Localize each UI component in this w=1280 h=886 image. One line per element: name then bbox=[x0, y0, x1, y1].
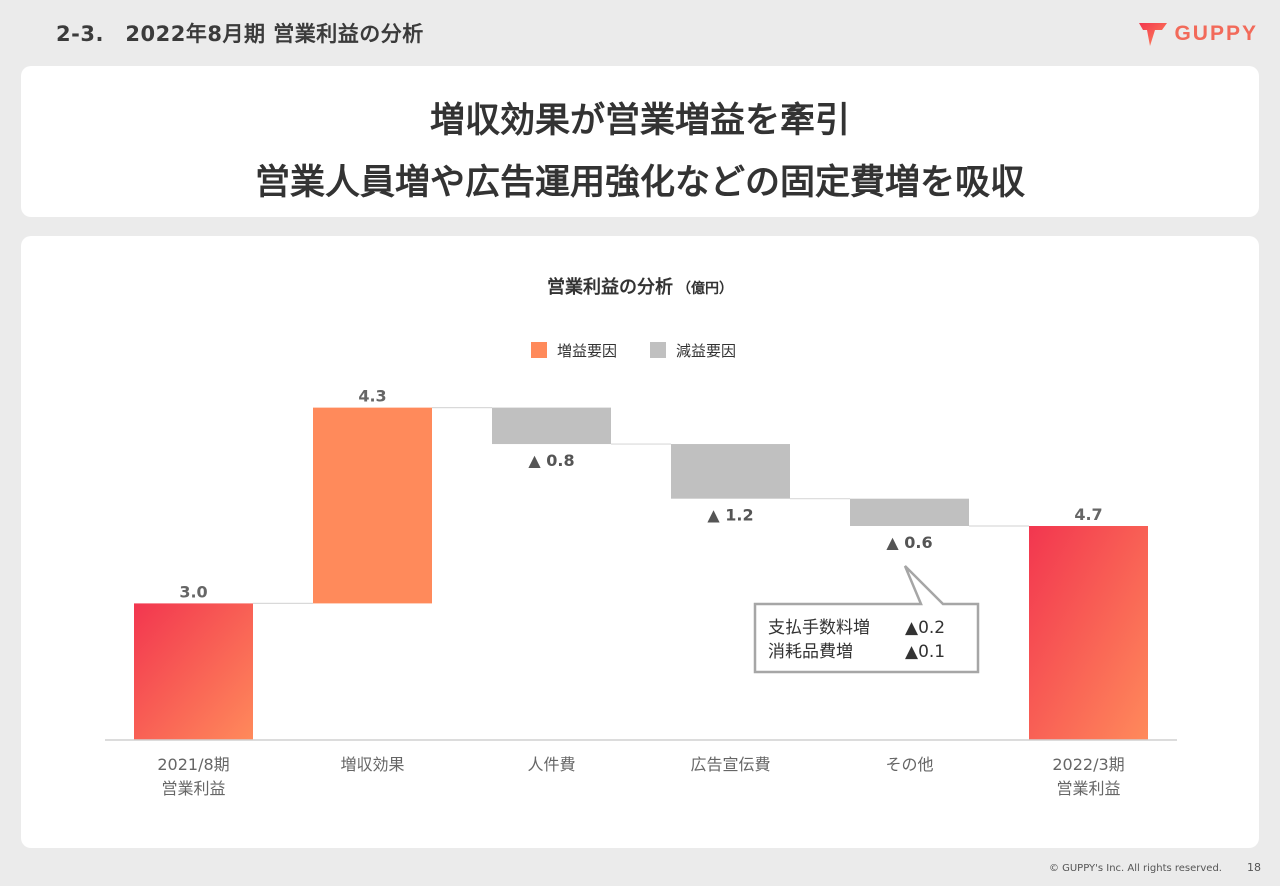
chart-title: 営業利益の分析 （億円） bbox=[547, 276, 733, 298]
chart-legend: 増益要因 減益要因 bbox=[531, 342, 736, 360]
logo-text: GUPPY bbox=[1174, 22, 1258, 45]
bar-4 bbox=[671, 444, 790, 499]
chart-unit: （億円） bbox=[677, 280, 733, 297]
x-tick-label-5-1: その他 bbox=[885, 755, 933, 774]
headline-card: 増収効果が営業増益を牽引 営業人員増や広告運用強化などの固定費増を吸収 bbox=[21, 66, 1259, 217]
bar-1 bbox=[134, 603, 253, 740]
x-tick-label-6-1: 2022/3期 bbox=[1052, 755, 1124, 774]
chart-bars bbox=[134, 407, 1148, 740]
value-label-1: 3.0 bbox=[179, 582, 207, 601]
value-label-3: ▲ 0.8 bbox=[528, 451, 574, 470]
guppy-fish-icon bbox=[1139, 23, 1168, 46]
legend-label-1: 増益要因 bbox=[557, 342, 617, 360]
x-tick-label-2-1: 増収効果 bbox=[340, 755, 404, 774]
section-title: 2-3. 2022年8月期 営業利益の分析 bbox=[56, 22, 424, 46]
value-label-4: ▲ 1.2 bbox=[707, 506, 753, 525]
bar-3 bbox=[492, 407, 611, 445]
bar-6 bbox=[1029, 526, 1148, 740]
legend-label-2: 減益要因 bbox=[676, 342, 736, 360]
x-tick-label-1-1: 2021/8期 bbox=[157, 755, 229, 774]
callout-value-2: ▲0.1 bbox=[905, 642, 946, 662]
legend-swatch-1 bbox=[531, 342, 547, 358]
page-number: 18 bbox=[1247, 861, 1261, 874]
copyright: © GUPPY's Inc. All rights reserved. bbox=[1048, 863, 1222, 874]
bar-2 bbox=[313, 407, 432, 604]
headline-line-2: 営業人員増や広告運用強化などの固定費増を吸収 bbox=[254, 163, 1025, 203]
headline-line-1: 増収効果が営業増益を牽引 bbox=[429, 101, 850, 141]
x-tick-label-3-1: 人件費 bbox=[527, 755, 575, 774]
x-tick-label-6-2: 営業利益 bbox=[1056, 779, 1120, 798]
callout-item-1: 支払手数料増 bbox=[768, 618, 870, 638]
callout-item-2: 消耗品費増 bbox=[768, 642, 853, 662]
value-label-2: 4.3 bbox=[358, 387, 386, 406]
chart-connectors bbox=[253, 407, 1029, 605]
chart-card: 営業利益の分析 （億円） 増益要因 減益要因 3.0 4.3 ▲ 0.8 ▲ 1.2 ▲ 0… bbox=[21, 236, 1259, 848]
guppy-logo[interactable]: GUPPY bbox=[1138, 20, 1258, 48]
callout-value-1: ▲0.2 bbox=[905, 618, 946, 638]
callout-box bbox=[753, 565, 980, 674]
waterfall-chart: 営業利益の分析 （億円） 増益要因 減益要因 3.0 4.3 ▲ 0.8 ▲ 1.2 ▲ 0… bbox=[105, 276, 1177, 798]
value-label-6: 4.7 bbox=[1074, 505, 1102, 524]
bar-5 bbox=[850, 498, 969, 526]
value-label-5: ▲ 0.6 bbox=[886, 533, 932, 552]
chart-title-main: 営業利益の分析 bbox=[547, 276, 673, 298]
x-tick-label-1-2: 営業利益 bbox=[161, 779, 225, 798]
legend-swatch-2 bbox=[650, 342, 666, 358]
chart-value-labels: 3.0 4.3 ▲ 0.8 ▲ 1.2 ▲ 0.6 4.7 bbox=[179, 387, 1102, 602]
x-tick-label-4-1: 広告宣伝費 bbox=[690, 755, 770, 774]
